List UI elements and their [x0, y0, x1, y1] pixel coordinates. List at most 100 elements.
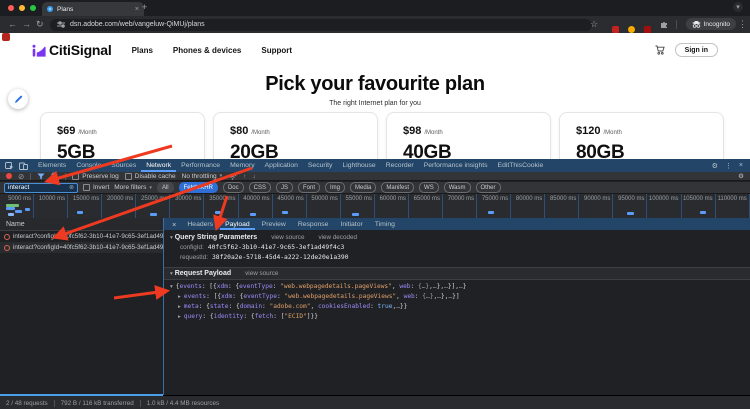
devtools-tab[interactable]: Lighthouse — [342, 162, 376, 169]
search-icon[interactable] — [51, 172, 60, 180]
close-detail-icon[interactable]: × — [172, 219, 177, 229]
request-type-filter-pill[interactable]: Media — [350, 182, 377, 193]
devtools-settings-icon[interactable]: ⚙ — [711, 162, 718, 170]
collapse-triangle-icon[interactable]: ▾ — [170, 271, 173, 277]
record-network-log-button[interactable] — [6, 173, 12, 179]
network-body: Name interact?configId=40fc5f62-3b10-41e… — [0, 218, 750, 395]
devtools-close-icon[interactable]: × — [738, 162, 743, 169]
close-tab-icon[interactable]: × — [134, 5, 139, 13]
incognito-icon — [692, 20, 701, 28]
request-detail-tab[interactable]: Initiator — [340, 220, 363, 228]
invert-filter-checkbox[interactable]: Invert — [83, 184, 109, 191]
plan-card[interactable]: $98 /Month 40GB — [386, 112, 551, 159]
network-settings-icon[interactable]: ⚙ — [738, 173, 744, 180]
collapse-triangle-icon[interactable]: ▾ — [170, 235, 173, 241]
disable-cache-checkbox[interactable]: Disable cache — [124, 172, 176, 180]
devtools-tab[interactable]: Recorder — [385, 162, 414, 169]
browser-menu-icon[interactable]: ⋮ — [738, 19, 747, 29]
forward-button[interactable]: → — [22, 19, 31, 29]
site-nav-link[interactable]: Support — [261, 45, 293, 55]
request-detail-tab[interactable]: Response — [297, 220, 329, 228]
devtools-tab[interactable]: Console — [76, 162, 102, 169]
site-nav-link[interactable]: Plans — [131, 45, 153, 55]
window-traffic-lights[interactable] — [8, 5, 36, 11]
clear-network-log-icon[interactable]: ⊘ — [18, 171, 25, 181]
cart-icon[interactable] — [655, 45, 665, 55]
new-tab-button[interactable]: + — [142, 2, 148, 12]
network-filter-input[interactable]: interact ⊗ — [4, 182, 78, 193]
request-detail-tab[interactable]: Headers — [187, 220, 214, 228]
clear-filter-icon[interactable]: ⊗ — [68, 185, 74, 191]
request-detail-tab[interactable]: Preview — [261, 220, 286, 228]
tab-search-button[interactable]: ▾ — [733, 2, 743, 12]
request-type-filter-pill[interactable]: WS — [419, 182, 439, 193]
throttling-dropdown[interactable]: No throttling ▾ — [181, 172, 223, 180]
devtools-tab[interactable]: Memory — [230, 162, 255, 169]
device-toolbar-icon[interactable] — [19, 162, 28, 170]
request-list-name-header[interactable]: Name — [0, 218, 163, 231]
plan-data-allowance: 40GB — [403, 142, 452, 159]
reload-button[interactable]: ↻ — [36, 19, 44, 29]
inspect-element-icon[interactable] — [5, 161, 14, 170]
plan-card[interactable]: $80 /Month 20GB — [213, 112, 378, 159]
devtools-tab[interactable]: Elements — [38, 162, 67, 169]
browser-tab-plans[interactable]: Plans × — [42, 2, 144, 16]
devtools-tab[interactable]: Sources — [111, 162, 137, 169]
request-type-filter-pill[interactable]: Img — [325, 182, 346, 193]
request-type-filter-pill[interactable]: CSS — [248, 182, 271, 193]
request-type-filter-pill[interactable]: All — [156, 182, 174, 193]
close-window-button[interactable] — [8, 5, 14, 11]
plan-card[interactable]: $120 /Month 80GB — [559, 112, 724, 159]
network-overview-timeline[interactable]: 5000 ms 10000 ms 15000 ms 20000 ms 25000… — [0, 194, 750, 219]
devtools-tab[interactable]: Performance — [181, 162, 221, 169]
request-type-filter-pill[interactable]: Other — [475, 182, 501, 193]
page-edit-button[interactable] — [8, 89, 28, 109]
payload-line[interactable]: ▾ {events: [{xdm: {eventType: "web.webpag… — [170, 283, 467, 290]
request-type-filter-pill[interactable]: Doc — [222, 182, 244, 193]
bookmark-star-icon[interactable]: ☆ — [590, 19, 599, 29]
devtools-tab[interactable]: Security — [307, 162, 333, 169]
devtools-tab[interactable]: Network — [141, 159, 176, 172]
timeline-tick-label: 55000 ms — [341, 194, 375, 218]
extension-icon-darkred[interactable] — [644, 20, 651, 38]
devtools-tab[interactable]: Application — [264, 162, 298, 169]
request-row[interactable]: interact?configId=40fc5f62-3b10-41e7-9c6… — [0, 231, 163, 242]
request-detail-tab[interactable]: Timing — [374, 220, 395, 228]
request-detail-tab[interactable]: Payload — [220, 218, 255, 230]
request-type-filter-pill[interactable]: Manifest — [381, 182, 415, 193]
maximize-window-button[interactable] — [30, 5, 36, 11]
request-type-filter-pill[interactable]: Font — [297, 182, 320, 193]
minimize-window-button[interactable] — [19, 5, 25, 11]
filter-icon[interactable] — [37, 173, 45, 180]
request-type-filter-pill[interactable]: JS — [275, 182, 293, 193]
payload-line[interactable]: ▸ meta: {state: {domain: "adobe.com", coo… — [178, 303, 408, 310]
extensions-puzzle-icon[interactable] — [660, 20, 668, 28]
payload-view-source-link[interactable]: view source — [245, 270, 279, 277]
devtools-tab-editthiscookie[interactable]: EditThisCookie — [497, 162, 544, 169]
site-nav-link[interactable]: Phones & devices — [172, 45, 242, 55]
address-bar[interactable]: dsn.adobe.com/web/vangeluw-QiMUj/plans — [50, 18, 592, 31]
more-filters-dropdown[interactable]: More filters ▾ — [114, 184, 152, 191]
network-conditions-icon[interactable] — [228, 173, 237, 180]
request-type-filter-pill[interactable]: Wasm — [443, 182, 471, 193]
request-type-filter-pill[interactable]: Fetch/XHR — [178, 182, 218, 193]
export-har-icon[interactable]: ↓ — [252, 172, 256, 180]
payload-line[interactable]: ▸ query: {identity: {fetch: ["ECID"]}} — [178, 313, 318, 320]
payload-line[interactable]: ▸ events: [{xdm: {eventType: "web.webpage… — [178, 293, 460, 300]
plan-price: $120 — [576, 125, 601, 137]
timeline-tick-label: 40000 ms — [239, 194, 273, 218]
devtools-menu-icon[interactable]: ⋮ — [724, 162, 732, 170]
import-har-icon[interactable]: ↑ — [243, 172, 247, 180]
view-source-link[interactable]: view source — [271, 234, 305, 241]
extension-icon-orange[interactable] — [628, 20, 635, 38]
preserve-log-checkbox[interactable]: Preserve log — [72, 172, 119, 180]
plan-card[interactable]: $69 /Month 5GB — [40, 112, 205, 159]
back-button[interactable]: ← — [8, 19, 17, 29]
request-row[interactable]: interact?configId=40fc5f62-3b10-41e7-9c6… — [0, 242, 163, 253]
devtools-tab[interactable]: Performance insights — [423, 162, 488, 169]
extension-icon-red[interactable] — [612, 20, 619, 38]
sign-in-button[interactable]: Sign in — [674, 43, 718, 57]
view-decoded-link[interactable]: view decoded — [318, 234, 357, 241]
site-logo[interactable]: CitiSignal — [32, 42, 112, 58]
site-settings-icon[interactable] — [57, 21, 65, 28]
